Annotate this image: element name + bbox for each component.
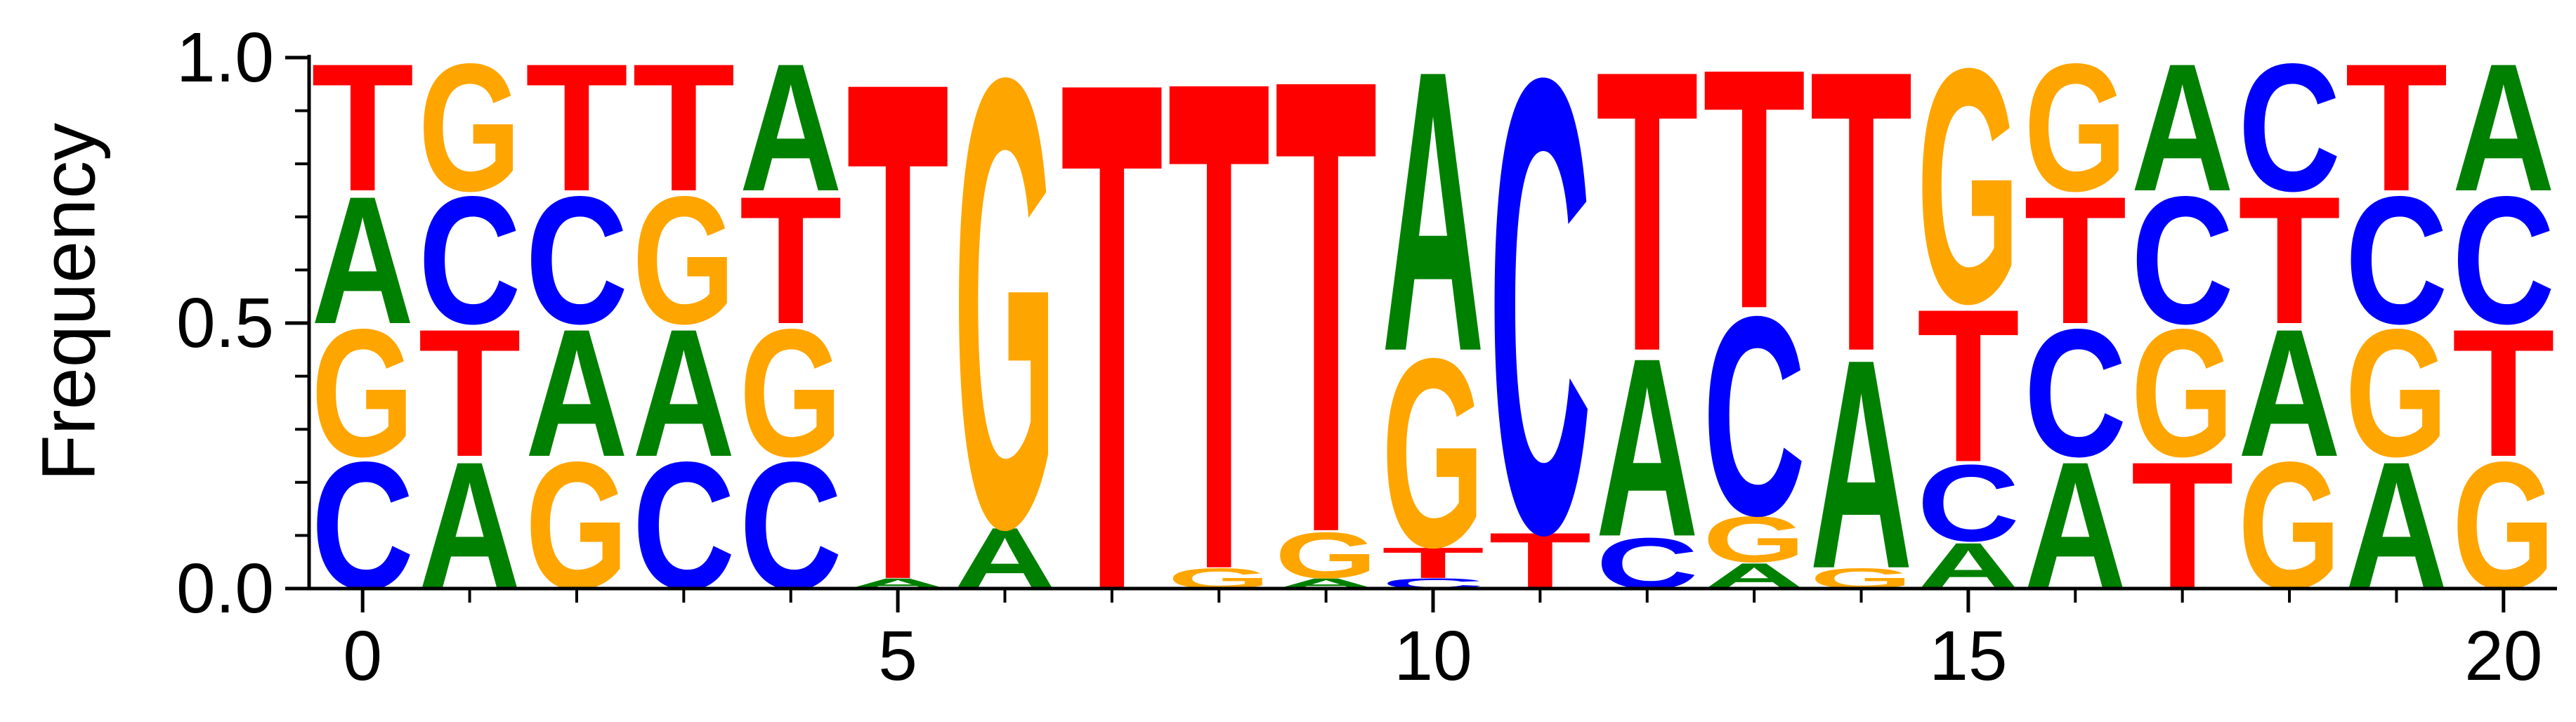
y-tick-label: 1.0 xyxy=(176,18,274,97)
logo-letter-T-pos-10: T xyxy=(1382,539,1484,587)
axes-layer: 0.0 0.5 1.0 0 5 10 15 20 xyxy=(176,18,2557,695)
logo-letter-C-pos-16: C xyxy=(2024,291,2126,495)
logo-letter-T-pos-14: T xyxy=(1810,0,1912,435)
logo-letter-T-pos-0: T xyxy=(311,25,414,229)
logo-letter-T-pos-13: T xyxy=(1703,0,1805,380)
logo-letter-T-pos-15: T xyxy=(1917,263,2020,507)
x-tick-label: 10 xyxy=(1394,617,1472,695)
logo-letter-A-pos-3: A xyxy=(632,291,735,495)
logo-letter-T-pos-16: T xyxy=(2024,158,2126,362)
logo-letter-T-pos-1: T xyxy=(418,291,521,494)
logo-letter-C-pos-11: C xyxy=(1489,0,1591,668)
logo-letter-T-pos-3: T xyxy=(632,25,735,229)
logo-letter-G-pos-3: G xyxy=(632,158,735,362)
x-tick-label: 15 xyxy=(1929,617,2007,695)
logo-letter-G-pos-9: G xyxy=(1274,519,1377,592)
logo-letter-T-pos-2: T xyxy=(525,25,628,229)
logo-letter-G-pos-17: G xyxy=(2131,291,2234,494)
logo-letter-C-pos-18: C xyxy=(2238,26,2341,230)
logo-letter-G-pos-4: G xyxy=(740,291,842,494)
logo-letter-A-pos-18: A xyxy=(2238,291,2341,495)
logo-letter-A-pos-10: A xyxy=(1382,0,1484,435)
logo-letter-G-pos-15: G xyxy=(1917,0,2020,373)
logo-letter-C-pos-20: C xyxy=(2452,159,2555,362)
logo-letter-G-pos-19: G xyxy=(2345,291,2447,494)
logo-letter-T-pos-12: T xyxy=(1596,0,1699,435)
logo-letter-C-pos-1: C xyxy=(418,159,521,362)
logo-letter-A-pos-20: A xyxy=(2452,26,2555,230)
logo-letter-T-pos-19: T xyxy=(2345,25,2447,229)
logo-letter-G-pos-0: G xyxy=(311,291,414,494)
logo-letter-G-pos-13: G xyxy=(1703,504,1805,577)
logo-letter-A-pos-2: A xyxy=(525,291,628,495)
logo-letter-T-pos-20: T xyxy=(2452,291,2555,494)
logo-letter-A-pos-4: A xyxy=(740,26,842,230)
logo-letter-C-pos-13: C xyxy=(1703,256,1805,575)
logo-letter-T-pos-18: T xyxy=(2238,158,2341,362)
y-tick-label: 0.5 xyxy=(176,284,274,362)
logo-letter-T-pos-5: T xyxy=(846,0,949,722)
x-tick-label: 5 xyxy=(878,617,917,695)
x-tick-label: 20 xyxy=(2464,617,2542,695)
logo-letter-T-pos-4: T xyxy=(740,158,842,362)
y-tick-label: 0.0 xyxy=(176,549,274,628)
logo-letter-T-pos-8: T xyxy=(1168,0,1270,716)
logo-letter-A-pos-14: A xyxy=(1810,297,1912,631)
logo-letter-C-pos-19: C xyxy=(2345,159,2447,362)
logo-letter-G-pos-16: G xyxy=(2024,25,2126,229)
logo-letter-G-pos-6: G xyxy=(953,0,1056,661)
logo-letter-T-pos-9: T xyxy=(1274,0,1377,668)
logo-letter-C-pos-17: C xyxy=(2131,159,2234,362)
logo-letter-G-pos-1: G xyxy=(418,25,521,229)
y-axis-label: Frequency xyxy=(26,123,111,481)
logo-letter-C-pos-15: C xyxy=(1917,442,2020,564)
logo-letter-T-pos-7: T xyxy=(1061,0,1163,722)
x-tick-label: 0 xyxy=(343,617,382,695)
logo-letter-C-pos-2: C xyxy=(525,159,628,362)
logo-letter-A-pos-12: A xyxy=(1596,306,1699,590)
logo-letter-A-pos-17: A xyxy=(2131,26,2234,230)
logo-letter-A-pos-0: A xyxy=(311,159,414,362)
logo-letter-G-pos-10: G xyxy=(1382,303,1484,604)
